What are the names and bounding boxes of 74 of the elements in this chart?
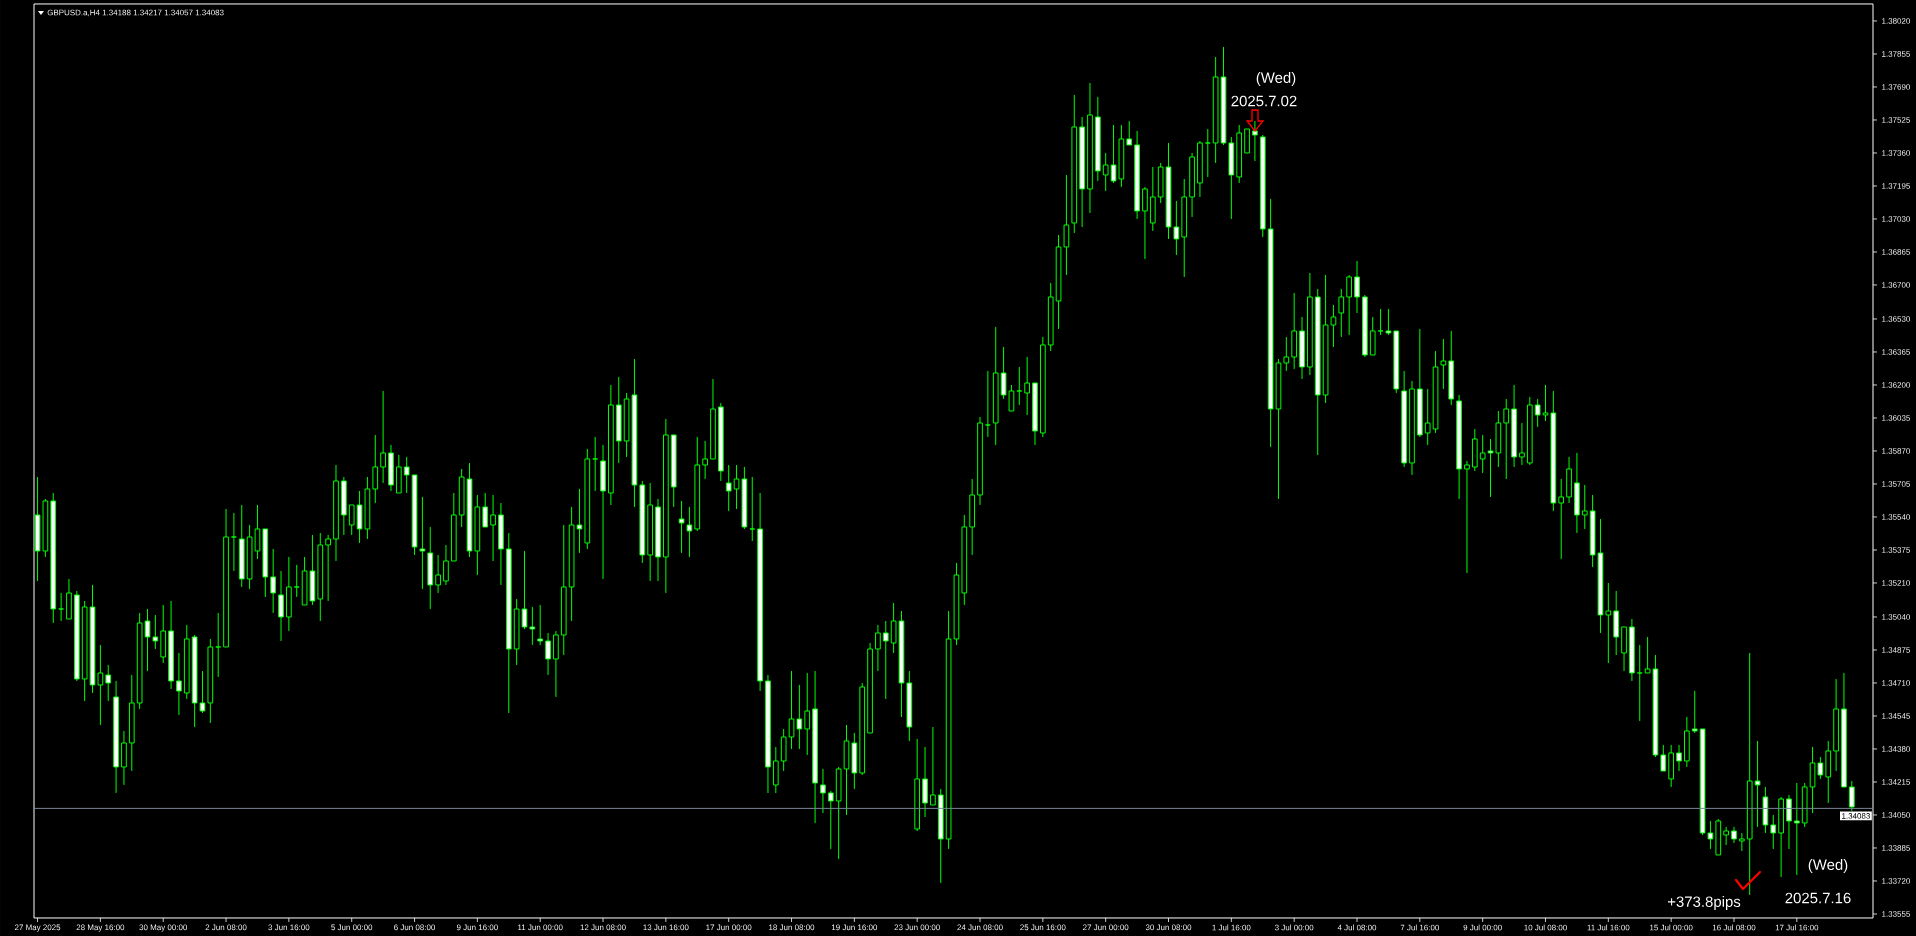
candlestick <box>772 746 779 794</box>
candlestick <box>1244 128 1250 154</box>
candlestick <box>215 612 222 678</box>
candlestick <box>529 606 536 646</box>
candlestick <box>1605 582 1612 664</box>
candlestick <box>1252 120 1258 162</box>
candlestick <box>678 500 685 554</box>
candlestick <box>403 456 410 494</box>
candlestick <box>1385 308 1392 336</box>
candlestick <box>278 570 284 642</box>
candlestick <box>1503 398 1510 480</box>
candlestick <box>1283 336 1290 372</box>
candlestick <box>105 664 112 702</box>
candlestick <box>348 504 355 536</box>
candlestick <box>1377 308 1384 336</box>
candlestick <box>435 554 441 594</box>
candlestick <box>922 746 928 818</box>
candlestick <box>419 496 426 590</box>
candlestick <box>1464 460 1470 574</box>
candlestick <box>749 476 756 542</box>
candlestick <box>553 630 559 698</box>
candlestick <box>490 494 496 562</box>
annotation: 2025.7.16 <box>1785 892 1851 904</box>
candlestick <box>380 390 386 484</box>
candlestick <box>1016 366 1023 406</box>
annotation: 2025.7.02 <box>1231 95 1297 107</box>
candlestick <box>443 544 449 586</box>
candlestick <box>1126 120 1133 146</box>
candlestick <box>1636 644 1643 722</box>
candlestick <box>325 534 331 602</box>
candlestick <box>293 564 300 598</box>
candlestick <box>1660 744 1667 772</box>
candlestick <box>820 768 826 814</box>
candlestick <box>1519 422 1525 466</box>
candlestick <box>1369 316 1376 356</box>
candlestick <box>1754 740 1761 828</box>
annotation: (Wed) <box>1256 72 1296 86</box>
candlestick <box>1793 782 1800 876</box>
candlestick <box>1723 826 1729 846</box>
candlestick <box>537 604 544 646</box>
candlestick <box>592 436 599 492</box>
candlestick <box>1479 434 1486 474</box>
candlestick <box>1338 288 1345 338</box>
candlestick <box>780 728 787 772</box>
candlestick <box>686 506 693 558</box>
candlestick <box>882 620 889 700</box>
candlestick <box>804 672 811 756</box>
candlestick <box>1346 274 1353 336</box>
annotation: +373.8pips <box>1667 896 1741 910</box>
candlestick <box>1558 478 1565 560</box>
candlestick <box>176 652 182 716</box>
candlestick <box>1102 152 1109 192</box>
candlestick <box>1142 186 1148 260</box>
candlestick <box>1204 128 1211 178</box>
candlestick <box>827 790 834 850</box>
candlestick <box>1770 814 1777 850</box>
candlestick <box>372 434 379 504</box>
candlestick <box>1354 260 1360 314</box>
candlestick <box>930 726 936 806</box>
candlestick <box>725 464 732 512</box>
candlestick <box>545 632 551 676</box>
annotation: (Wed) <box>1808 859 1848 873</box>
candlestick <box>482 492 489 528</box>
candlestick <box>1440 338 1447 390</box>
candlestick <box>270 548 277 614</box>
candlestick <box>1581 484 1588 530</box>
candlestick <box>1786 794 1792 850</box>
candlestick <box>1691 690 1698 734</box>
candlestick <box>1676 744 1682 772</box>
candlestick <box>1424 388 1431 446</box>
candlestick <box>702 440 708 480</box>
candlestick <box>875 624 881 672</box>
candlestick <box>1024 356 1030 416</box>
candlestick <box>121 730 127 786</box>
